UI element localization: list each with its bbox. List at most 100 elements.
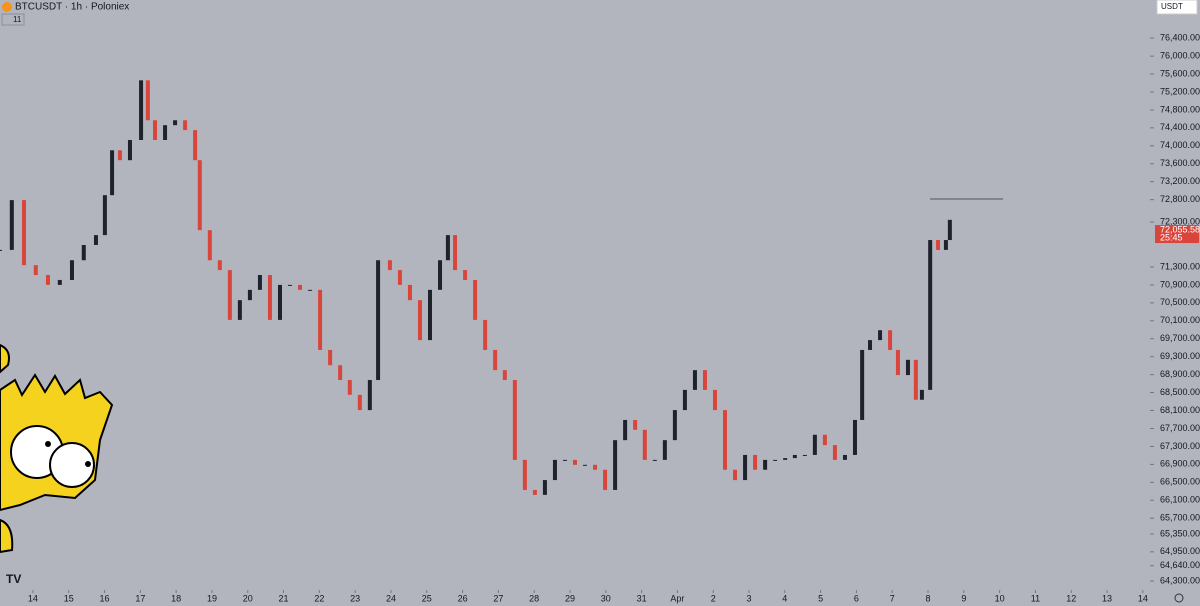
y-tick-label: 68,500.00: [1160, 387, 1200, 397]
x-tick-label: 29: [565, 593, 575, 603]
candle: [445, 235, 450, 261]
candle: [919, 389, 924, 400]
y-tick-label: 70,100.00: [1160, 315, 1200, 325]
x-tick-label: 5: [818, 593, 823, 603]
bart-hand: [0, 518, 14, 554]
pupil: [85, 461, 91, 467]
candle: [792, 454, 797, 459]
last-price: 72,055.58: [1160, 224, 1200, 234]
candle: [947, 219, 952, 241]
bart-eye: [49, 442, 95, 488]
y-tick-label: 74,400.00: [1160, 122, 1200, 132]
x-tick-label: 7: [890, 593, 895, 603]
candle: [427, 289, 432, 341]
candle: [438, 260, 443, 290]
currency-select[interactable]: [1156, 0, 1198, 15]
candle: [69, 260, 74, 280]
candle: [110, 150, 115, 196]
candle: [145, 80, 150, 121]
y-tick-label: 68,900.00: [1160, 369, 1200, 379]
candle: [117, 150, 122, 161]
candle: [878, 330, 883, 341]
y-tick-label: 65,700.00: [1160, 513, 1200, 523]
candle: [473, 279, 478, 320]
x-tick-label: 26: [458, 593, 468, 603]
x-tick-label: 15: [64, 593, 74, 603]
candle: [347, 380, 352, 395]
candle: [773, 459, 778, 461]
candle: [197, 160, 202, 231]
y-tick-label: 75,200.00: [1160, 86, 1200, 96]
candle: [247, 289, 252, 301]
candle: [593, 464, 598, 470]
x-tick-label: 30: [601, 593, 611, 603]
candle: [483, 319, 488, 350]
candle: [652, 459, 657, 461]
candle: [542, 480, 547, 495]
x-tick-label: 14: [1138, 593, 1148, 603]
candle: [832, 445, 837, 460]
candle: [163, 125, 168, 140]
candle: [453, 235, 458, 271]
candle: [21, 200, 26, 266]
candle: [512, 380, 517, 460]
candle: [493, 349, 498, 371]
candle: [93, 235, 98, 245]
y-tick-label: 64,950.00: [1160, 546, 1200, 556]
countdown: 25:45: [1160, 232, 1183, 242]
candle: [928, 240, 933, 390]
candle: [227, 270, 232, 320]
candle: [207, 230, 212, 261]
candle: [257, 275, 262, 290]
x-tick-label: 12: [1066, 593, 1076, 603]
candle: [57, 279, 62, 285]
candle: [642, 429, 647, 460]
x-tick-label: 23: [350, 593, 360, 603]
candle: [913, 359, 918, 400]
candle: [308, 289, 313, 291]
candle: [562, 459, 567, 461]
y-tick-label: 67,300.00: [1160, 441, 1200, 451]
y-tick-label: 76,400.00: [1160, 33, 1200, 43]
x-tick-label: 21: [279, 593, 289, 603]
x-tick-label: 16: [100, 593, 110, 603]
candle: [733, 469, 738, 481]
coin-icon: [2, 2, 12, 12]
y-tick-label: 74,000.00: [1160, 140, 1200, 150]
x-tick-label: 6: [854, 593, 859, 603]
candle: [397, 270, 402, 285]
x-tick-label: 18: [171, 593, 181, 603]
candle: [895, 349, 900, 376]
y-tick-label: 64,640.00: [1160, 560, 1200, 570]
candle: [943, 240, 948, 250]
candle: [613, 440, 618, 490]
bart: [0, 343, 114, 554]
candle: [662, 440, 667, 460]
candle: [9, 200, 14, 250]
candle: [357, 394, 362, 411]
candle: [288, 284, 293, 286]
candle: [318, 289, 323, 350]
candle: [802, 454, 807, 456]
settings[interactable]: [1174, 593, 1184, 603]
candle: [888, 330, 893, 350]
candle: [753, 454, 758, 470]
candle: [552, 459, 557, 481]
y-tick-label: 73,600.00: [1160, 158, 1200, 168]
candle: [183, 120, 188, 131]
x-tick-label: 25: [422, 593, 432, 603]
y-tick-label: 66,500.00: [1160, 477, 1200, 487]
y-tick-label: 72,800.00: [1160, 194, 1200, 204]
candle: [936, 240, 941, 250]
y-tick-label: 76,000.00: [1160, 50, 1200, 60]
x-tick-label: 24: [386, 593, 396, 603]
candle: [328, 349, 333, 366]
candle: [702, 370, 707, 390]
pupil: [45, 441, 51, 447]
indicator-toggle[interactable]: [1, 13, 25, 26]
y-tick-label: 66,900.00: [1160, 459, 1200, 469]
candle: [783, 458, 788, 460]
candle: [532, 489, 537, 495]
candle: [33, 265, 38, 276]
